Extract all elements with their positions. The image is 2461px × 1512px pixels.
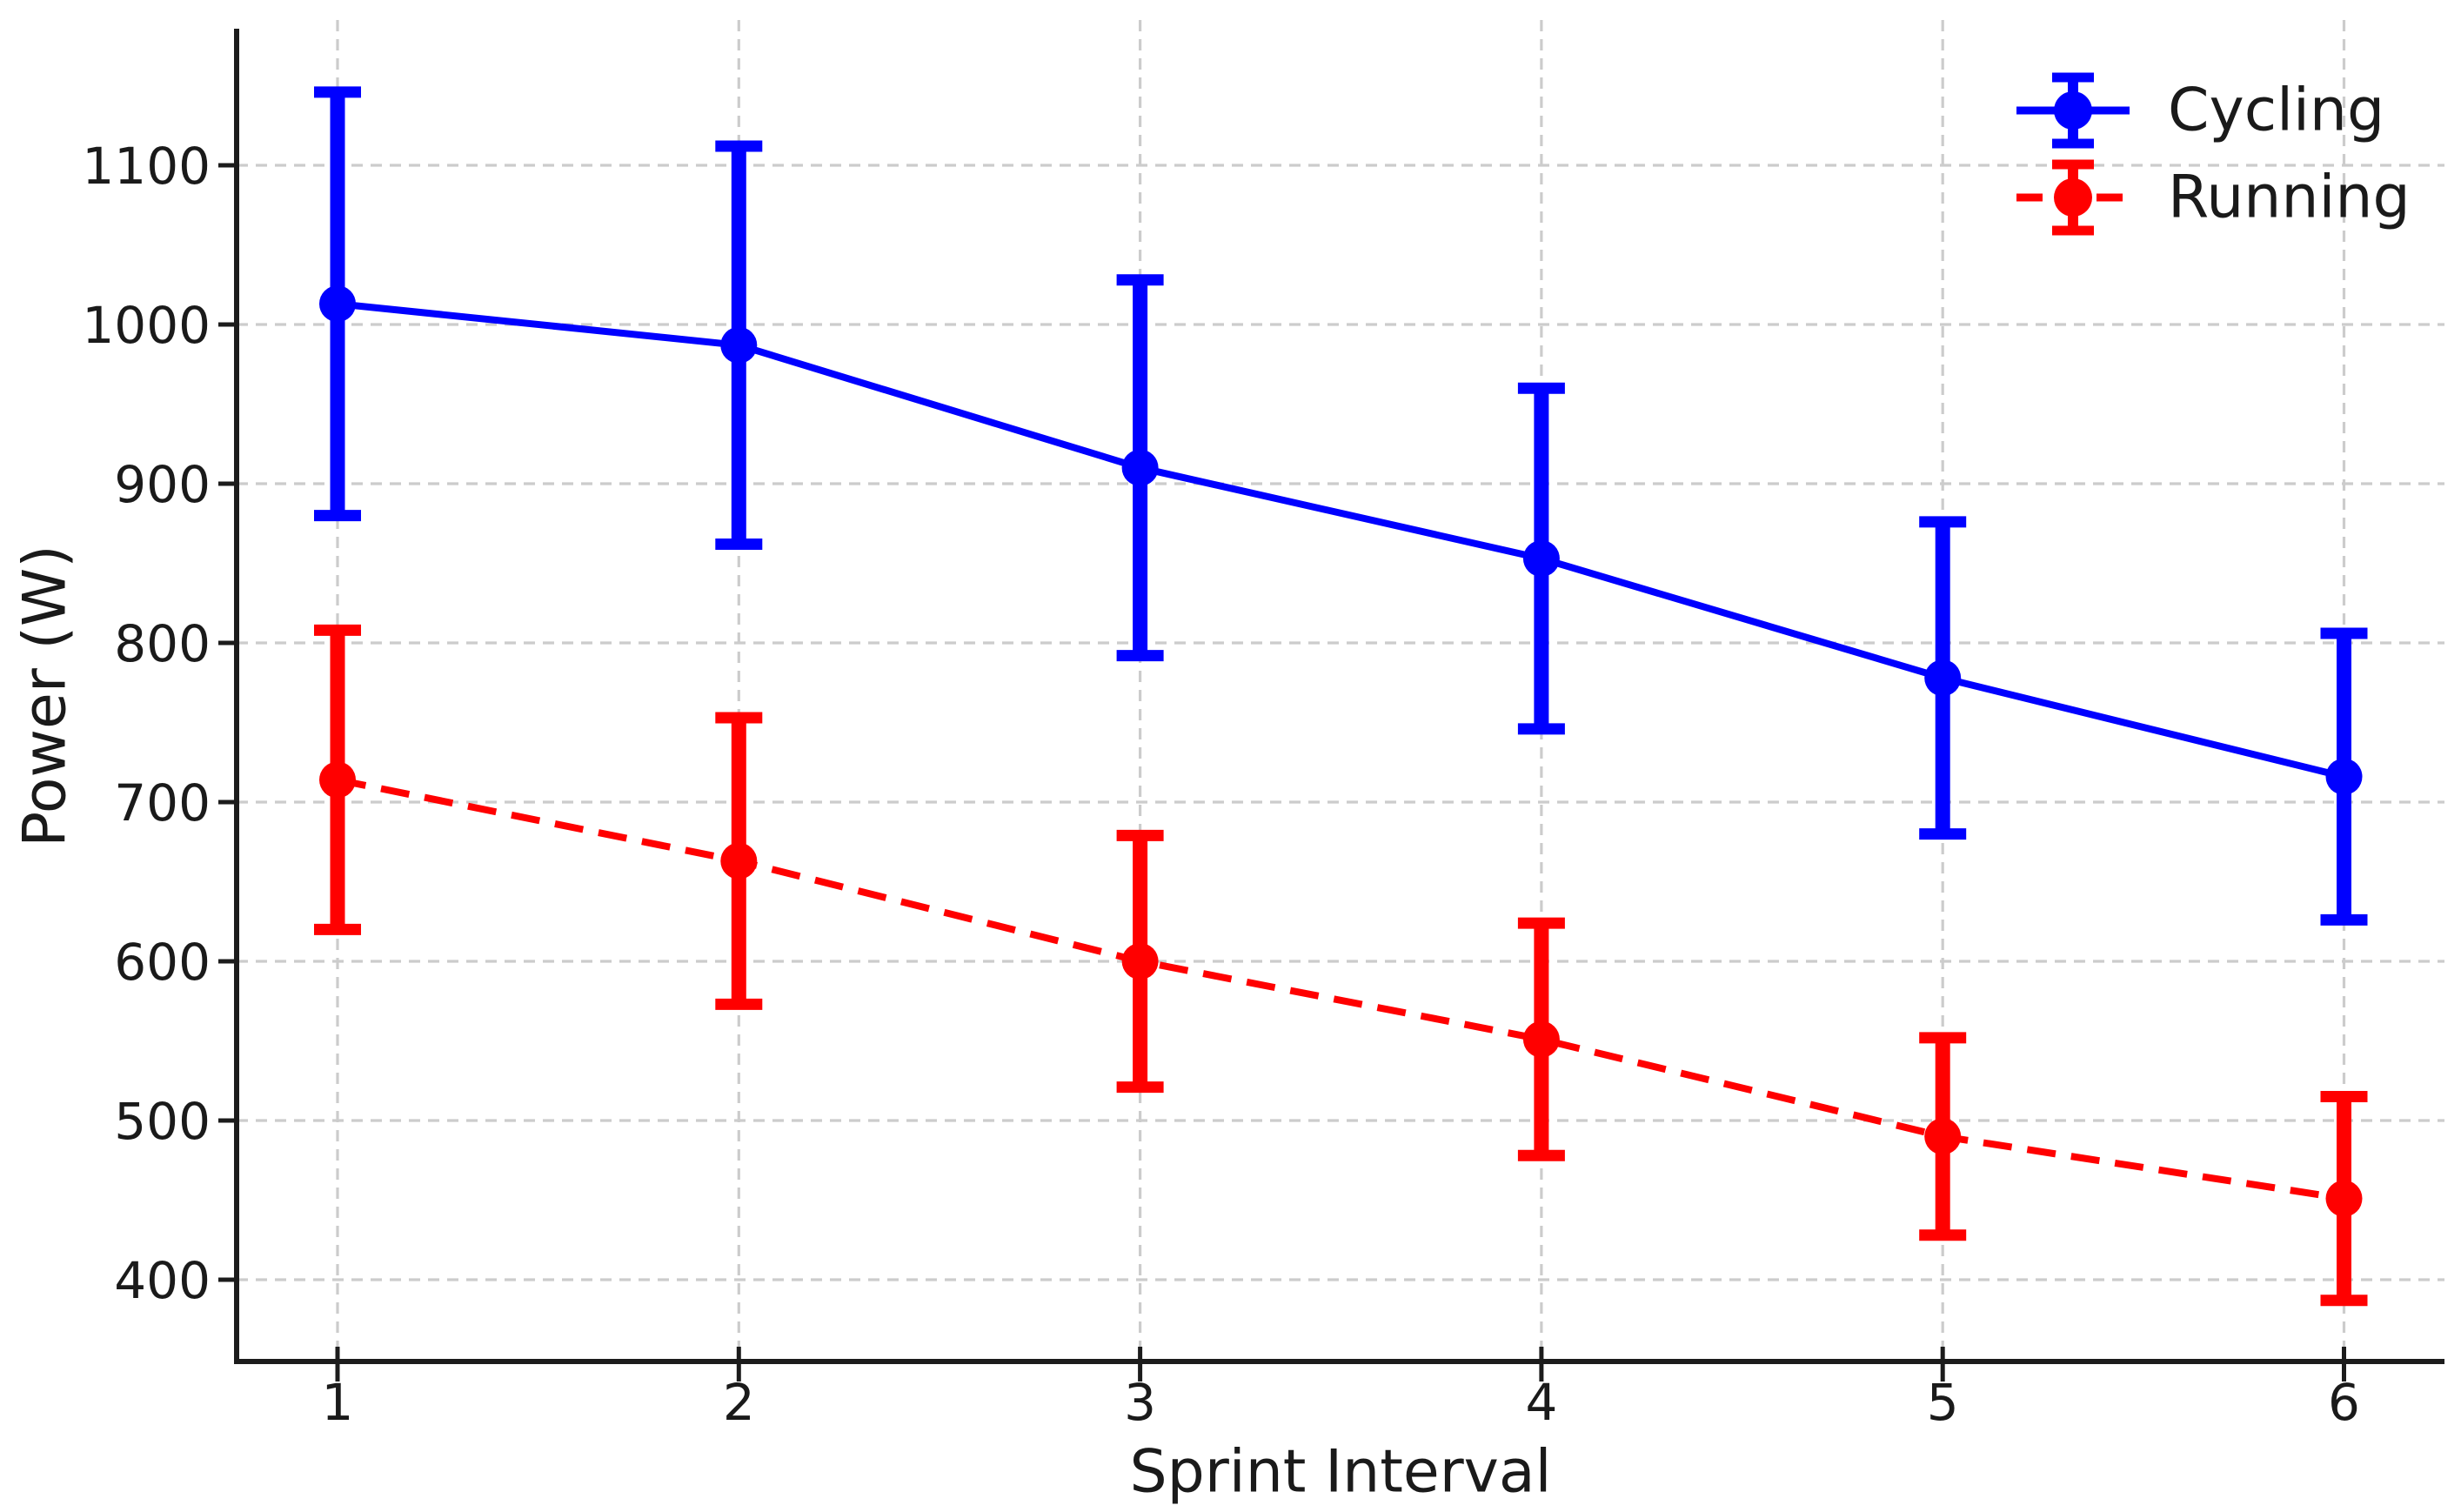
legend-sample-marker-cycling <box>2054 91 2092 130</box>
marker-cycling <box>2325 758 2363 795</box>
series-line-running <box>337 776 2345 1202</box>
marker-running <box>1121 943 1159 980</box>
legend-label-running: Running <box>2168 163 2411 232</box>
x-tick-label: 5 <box>1927 1373 1959 1432</box>
marker-running <box>2325 1180 2363 1217</box>
y-tick-label: 1100 <box>82 137 211 196</box>
marker-cycling <box>319 285 356 323</box>
marker-cycling <box>720 326 758 364</box>
y-tick-label: 600 <box>114 933 211 992</box>
marker-running <box>319 761 356 799</box>
marker-running <box>1924 1118 1962 1155</box>
y-tick-label: 900 <box>114 455 211 514</box>
y-tick-label: 400 <box>114 1251 211 1310</box>
y-tick-label: 500 <box>114 1092 211 1151</box>
x-tick-label: 3 <box>1124 1373 1156 1432</box>
marker-running <box>720 842 758 880</box>
x-tick-label: 2 <box>723 1373 755 1432</box>
marker-cycling <box>1924 659 1962 697</box>
x-axis-title: Sprint Interval <box>1129 1437 1552 1507</box>
y-tick-label: 1000 <box>82 296 211 355</box>
marker-running <box>1522 1020 1560 1058</box>
y-tick-label: 800 <box>114 614 211 673</box>
x-tick-label: 4 <box>1525 1373 1557 1432</box>
marker-cycling <box>1121 449 1159 486</box>
y-tick-label: 700 <box>114 773 211 833</box>
marker-cycling <box>1522 540 1560 578</box>
x-tick-label: 6 <box>2328 1373 2360 1432</box>
y-axis-title: Power (W) <box>10 545 80 847</box>
legend-sample-marker-running <box>2054 178 2092 217</box>
x-tick-label: 1 <box>322 1373 354 1432</box>
legend-label-cycling: Cycling <box>2168 76 2385 145</box>
series-line-cycling <box>337 300 2345 780</box>
